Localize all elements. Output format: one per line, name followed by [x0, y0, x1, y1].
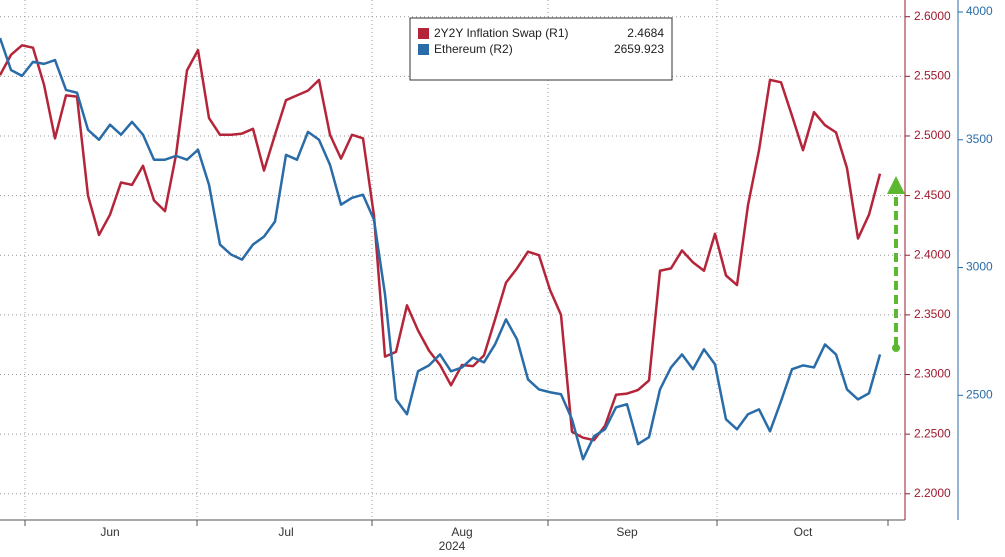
- y2-tick-label: 3000: [966, 260, 993, 274]
- y2-tick-label: 3500: [966, 132, 993, 146]
- y-tick-label: 2.2000: [914, 486, 951, 500]
- legend: 2Y2Y Inflation Swap (R1) 2.4684 Ethereum…: [409, 17, 673, 81]
- x-axis-label: 2024: [439, 539, 466, 553]
- series-line: [0, 44, 882, 442]
- legend-box: [409, 17, 673, 81]
- arrow-base: [892, 344, 900, 352]
- annotation-arrow: [887, 176, 905, 352]
- y-tick-label: 2.3500: [914, 307, 951, 321]
- y-tick-label: 2.5000: [914, 128, 951, 142]
- x-tick-label: Jun: [100, 525, 119, 539]
- legend-label: 2Y2Y Inflation Swap (R1): [434, 26, 569, 40]
- legend-label: Ethereum (R2): [434, 42, 513, 56]
- y-tick-label: 2.3000: [914, 367, 951, 381]
- x-tick-label: Oct: [794, 525, 813, 539]
- y-tick-label: 2.2500: [914, 426, 951, 440]
- legend-value: 2.4684: [627, 26, 664, 40]
- y-tick-label: 2.5500: [914, 69, 951, 83]
- x-tick-label: Jul: [278, 525, 293, 539]
- y-tick-label: 2.6000: [914, 9, 951, 23]
- x-tick-label: Aug: [451, 525, 472, 539]
- month-separators: [24, 0, 718, 520]
- series-line: [0, 37, 882, 461]
- x-axis-ticks: [0, 519, 905, 526]
- arrow-head: [887, 176, 905, 194]
- legend-swatch: [418, 44, 429, 55]
- legend-value: 2659.923: [614, 42, 664, 56]
- legend-swatch: [418, 28, 429, 39]
- y2-tick-label: 2500: [966, 387, 993, 401]
- x-tick-label: Sep: [616, 525, 638, 539]
- y-tick-label: 2.4500: [914, 188, 951, 202]
- y2-tick-label: 4000: [966, 4, 993, 18]
- y-tick-label: 2.4000: [914, 247, 951, 261]
